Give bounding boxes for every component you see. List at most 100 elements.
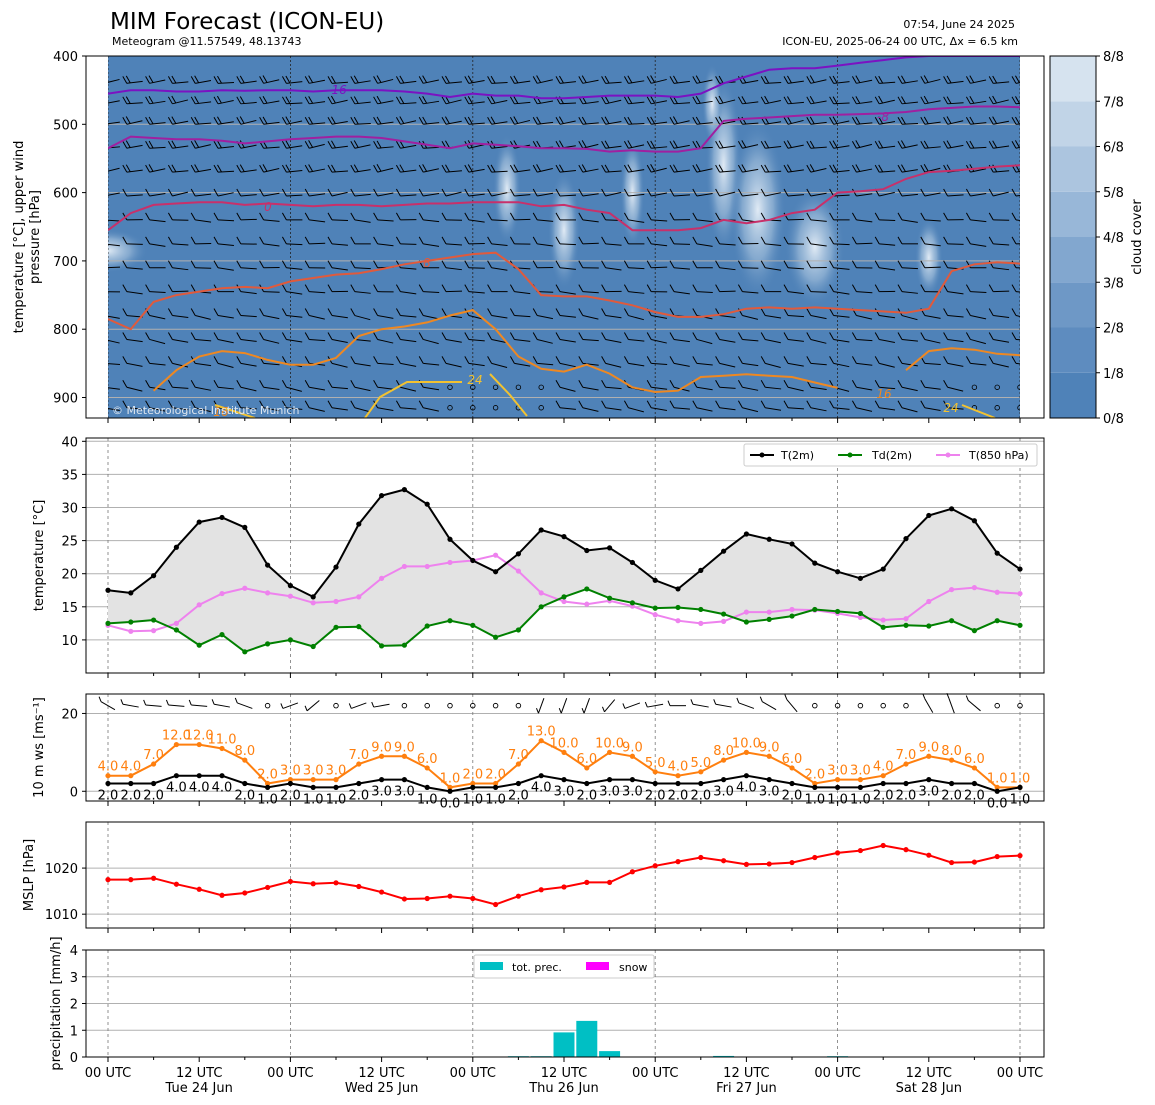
wind-barb [1015, 195, 1020, 197]
gust-data-label: 12.0 [185, 729, 214, 744]
wind-barb-feather [992, 75, 998, 84]
wind-barb [309, 407, 325, 412]
wind-barb-feather [190, 140, 196, 149]
wind-barb-feather [760, 96, 766, 105]
wind-barb [810, 192, 827, 197]
wind-barb-feather [897, 96, 903, 105]
wind-barb-feather [874, 140, 880, 149]
wind-barb-feather [217, 140, 222, 149]
wind-speed-point [652, 780, 658, 787]
wind-barb [947, 102, 964, 105]
wind-barb-feather [783, 188, 789, 197]
wind-barb [628, 362, 645, 367]
cloud-patch [784, 187, 845, 308]
wind-barb-feather [100, 285, 104, 292]
wind-barb-feather [787, 75, 792, 84]
wind-barb-feather [806, 308, 812, 316]
wind-barb-feather [806, 188, 812, 197]
calm-marker [834, 702, 841, 709]
wind-barb-feather [194, 140, 200, 148]
t850-point [949, 586, 955, 593]
wind-barb [354, 291, 371, 294]
surface-wind-barb [373, 703, 390, 708]
wind-barb [605, 191, 622, 197]
wind-barb [172, 81, 189, 84]
wind-barb-feather [965, 96, 971, 105]
mslp-point [880, 842, 886, 849]
wind-barb-feather [832, 96, 838, 104]
mslp-line [108, 844, 1021, 906]
wind-barb-feather [490, 75, 496, 84]
wind-barb [879, 170, 896, 173]
wind-barb [651, 338, 667, 344]
wind-barb-feather [125, 75, 131, 84]
wind-data-label: 1.0 [257, 792, 278, 807]
gust-data-label: 6.0 [576, 752, 597, 767]
wind-barb-feather [965, 140, 971, 149]
wind-barb-feather [601, 96, 607, 105]
wind-barb-feather [965, 117, 971, 125]
td2m-point [401, 642, 407, 648]
wind-barb [924, 362, 941, 365]
td2m-point [105, 620, 111, 626]
wind-barb [559, 194, 577, 197]
wind-barb-feather [418, 332, 424, 340]
mslp-point [949, 859, 955, 866]
wind-barb [742, 101, 759, 105]
wind-barb-feather [532, 260, 538, 268]
wind-barb [126, 291, 143, 295]
wind-barb [810, 243, 827, 247]
wind-barb [696, 122, 713, 125]
wind-barb-feather [373, 212, 379, 221]
wind-barb-feather [829, 400, 835, 409]
surface-wind-barb-feather [784, 694, 788, 700]
wind-barb-feather [100, 237, 104, 244]
wind-barb-feather [467, 164, 473, 172]
isotherm-24 [214, 404, 256, 418]
wind-barb-feather [304, 236, 310, 245]
wind-barb-feather [578, 117, 584, 125]
gust-data-label: 2.0 [462, 767, 483, 782]
surface-wind-barb-feather [690, 699, 694, 705]
wind-barb-feather [832, 75, 838, 84]
wind-barb-feather [806, 164, 812, 173]
wind-barb-feather [100, 76, 104, 83]
wind-barb-feather [559, 164, 564, 172]
wind-barb [696, 338, 713, 345]
mslp-point [287, 878, 293, 885]
wind-barb [400, 267, 417, 270]
wind-barb-feather [509, 308, 515, 316]
gust-data-label: 4.0 [98, 760, 119, 775]
mslp-point [151, 875, 157, 881]
wind-barb-feather [650, 75, 656, 83]
surface-wind-barb-feather [922, 693, 926, 699]
wind-barb-feather [464, 356, 470, 364]
colorbar-tick-label: 6/8 [1103, 141, 1124, 156]
wind-barb [651, 219, 668, 222]
wind-barb-feather [148, 116, 154, 125]
td2m-point [926, 623, 932, 629]
wind-barb [901, 169, 918, 173]
calm-marker [492, 702, 499, 709]
x-tick-label: 00 UTC [85, 1066, 131, 1081]
wind-barb [354, 267, 371, 270]
wind-barb [468, 291, 485, 294]
wind-data-label: 3.0 [713, 785, 734, 800]
wind-barb-feather [1014, 140, 1020, 148]
wind-barb [445, 243, 462, 246]
wind-barb-feather [395, 400, 401, 409]
wind-barb-feather [1015, 116, 1020, 125]
wind-barb-feather [695, 96, 701, 104]
wind-barb-feather [851, 260, 857, 268]
wind-barb-feather [350, 260, 356, 268]
wind-barb-feather [555, 260, 561, 268]
wind-barb-feather [100, 261, 104, 268]
wind-barb [901, 338, 918, 342]
wind-barb-feather [281, 140, 287, 149]
wind-barb-feather [373, 284, 379, 292]
wind-barb-feather [487, 117, 493, 125]
wind-barb-feather [418, 117, 424, 125]
calm-marker [424, 702, 430, 709]
wind-barb-feather [920, 117, 926, 125]
